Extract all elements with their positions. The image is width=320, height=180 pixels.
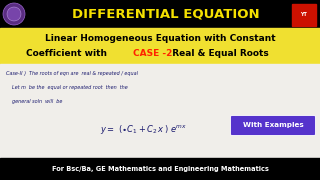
Circle shape [7,7,21,21]
Text: CASE -2: CASE -2 [133,50,172,59]
Text: With Examples: With Examples [243,123,303,129]
Text: Linear Homogeneous Equation with Constant: Linear Homogeneous Equation with Constan… [45,34,275,43]
Text: Case-II )  The roots of eqn are  real & repeated / equal: Case-II ) The roots of eqn are real & re… [6,71,138,76]
FancyBboxPatch shape [230,116,316,136]
Text: $y = \ (\bullet C_1 + C_2\,x\,)\ e^{mx}$: $y = \ (\bullet C_1 + C_2\,x\,)\ e^{mx}$ [100,123,187,136]
Bar [292,4,316,26]
Bar [0,0,320,28]
Circle shape [3,3,25,25]
Text: DIFFERENTIAL EQUATION: DIFFERENTIAL EQUATION [72,8,260,21]
Bar [0,158,320,180]
Text: general soln  will  be: general soln will be [6,100,62,105]
Bar [0,64,320,158]
Text: Let m  be the  equal or repeated root  then  the: Let m be the equal or repeated root then… [6,86,128,91]
Text: Real & Equal Roots: Real & Equal Roots [166,50,269,59]
Text: YT: YT [300,12,308,17]
Text: Coefficient with: Coefficient with [26,50,107,59]
Text: For Bsc/Ba, GE Mathematics and Engineering Mathematics: For Bsc/Ba, GE Mathematics and Engineeri… [52,166,268,172]
Bar [0,28,320,64]
